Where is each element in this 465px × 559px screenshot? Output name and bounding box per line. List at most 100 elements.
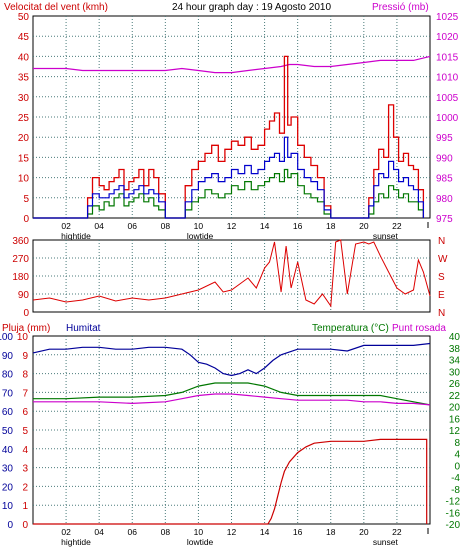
panel3-x-tick-label: 08	[161, 527, 171, 537]
panel1-x-tick-label: 16	[293, 221, 303, 231]
pressure-series	[33, 55, 431, 74]
panel2-y-tick-label: 90	[18, 290, 30, 301]
panel1-y-tick-label: 5	[23, 194, 29, 205]
panel3-humidity-tick-label: 100	[0, 332, 13, 343]
panel1-y-tick-label: 40	[18, 52, 30, 63]
panel1-y2-tick-label: 990	[436, 153, 453, 164]
panel1-y2-tick-label: 980	[436, 194, 453, 205]
panel3-rain-tick-labels: 0 1 2 3 4 5 6 7 8 9 10	[17, 332, 29, 531]
panel1-y-tick-label: 35	[18, 73, 30, 84]
wind-avg-series	[33, 136, 424, 219]
direction-series	[32, 239, 431, 308]
panel2-compass-label: W	[438, 254, 448, 265]
panel3-humidity-tick-label: 20	[2, 482, 14, 493]
panel3-humidity-tick-label: 10	[2, 501, 14, 512]
panel3-rain-tick-label: 8	[22, 370, 28, 381]
panel1-x-tick-label: 20	[359, 221, 369, 231]
panel3-temperature-tick-label: 38	[449, 344, 461, 355]
panel2-y-tick-label: 270	[12, 254, 29, 265]
panel3-temperature-tick-label: 12	[449, 426, 461, 437]
panel1-y-tick-label: 10	[18, 174, 30, 185]
panel1-y2-tick-label: 1005	[436, 93, 459, 104]
panel1-y2-tick-label: 1000	[436, 113, 459, 124]
panel1-y-tick-label: 25	[18, 113, 30, 124]
panel3-marker-lowtide: lowtide	[187, 537, 214, 547]
panel3-temperature-tick-label: -20	[446, 520, 461, 531]
panel1-x-tick-label: 02	[61, 221, 71, 231]
panel1-marker-hightide: hightide	[61, 231, 91, 241]
panel3-humidity-tick-label: 40	[2, 445, 14, 456]
panel3-humidity-tick-label: 70	[2, 388, 14, 399]
panel1-x-tick-label: 10	[194, 221, 204, 231]
panel3-rain-tick-label: 7	[22, 388, 28, 399]
panel1-y2-tick-label: 995	[436, 133, 453, 144]
panel3-humidity-tick-label: 50	[2, 426, 14, 437]
panel3-temperature-tick-label: -16	[446, 508, 461, 519]
panel3-humidity-axis-title: Humitat	[66, 323, 101, 334]
panel3-dewpoint-axis-title: Punt rosada	[392, 323, 446, 334]
panel3-x-tick-label: 02	[61, 527, 71, 537]
humidity-series	[32, 342, 431, 377]
panel3-marker-hightide: hightide	[61, 537, 91, 547]
panel1-y2-tick-label: 1025	[436, 12, 459, 23]
panel3-x-tick-label: 14	[260, 527, 270, 537]
panel3-rain-tick-label: 10	[17, 332, 29, 343]
panel3-temperature-tick-label: 8	[454, 438, 460, 449]
panel3-x-tick-label: 18	[326, 527, 336, 537]
panel3-temperature-tick-label: 0	[454, 461, 460, 472]
panel1-y2-tick-label: 1010	[436, 73, 459, 84]
panel1-y-tick-label: 45	[18, 32, 30, 43]
panel2-compass-label: N	[438, 236, 445, 247]
panel3-temperature-tick-label: -4	[451, 473, 460, 484]
panel3-humidity-tick-label: 90	[2, 351, 14, 362]
panel1-y2-tick-label: 1015	[436, 52, 459, 63]
panel2-y-tick-label: 360	[12, 236, 29, 247]
panel3-rain-tick-label: 2	[22, 482, 28, 493]
panel2-horizontal-grid	[33, 257, 430, 295]
panel3-rain-tick-label: 1	[22, 501, 28, 512]
panel3-humidity-tick-label: 30	[2, 464, 14, 475]
panel1-y2-tick-labels: 975 980 985 990 995 1000 1005 1010 1015 1020 1025	[436, 12, 459, 225]
panel3-rain-tick-label: 9	[22, 351, 28, 362]
panel2-y-tick-label: 180	[12, 272, 29, 283]
panel1-markers: hightide lowtide sunset	[61, 222, 429, 241]
panel3-humidity-tick-label: 80	[2, 370, 14, 381]
panel3-temperature-tick-label: -8	[451, 485, 460, 496]
panel3-x-tick-label: 06	[128, 527, 138, 537]
panel3-rain-axis-title: Pluja (mm)	[2, 323, 50, 334]
gust-series	[33, 55, 425, 219]
panel3-horizontal-grid	[33, 354, 430, 506]
panel3-rain-tick-label: 6	[22, 407, 28, 418]
panel3-temperature-axis-title: Temperatura (°C)	[312, 323, 389, 334]
panel2-compass-label: E	[438, 290, 445, 301]
panel3-temperature-tick-label: 30	[449, 367, 461, 378]
panel3-temperature-tick-label: 20	[449, 403, 461, 414]
temperature-series	[33, 382, 431, 406]
panel3-temperature-tick-label: 40	[449, 332, 461, 343]
panel3-x-tick-label: 20	[359, 527, 369, 537]
panel3-x-tick-label: 12	[227, 527, 237, 537]
panel1-x-tick-label: 12	[227, 221, 237, 231]
panel3-marker-sunset: sunset	[373, 537, 399, 547]
panel1-x-tick-label: 18	[326, 221, 336, 231]
panel3-humidity-tick-label: 60	[2, 407, 14, 418]
panel1-right-axis-title: Pressió (mb)	[372, 2, 429, 13]
panel1-y2-tick-label: 975	[436, 214, 453, 225]
panel3-x-tick-label: 16	[293, 527, 303, 537]
panel2-y-tick-label: 0	[23, 308, 29, 319]
panel3-markers: hightide lowtide sunset	[61, 528, 429, 547]
panel3-rain-tick-label: 4	[22, 445, 28, 456]
panel3-temperature-tick-label: -12	[446, 497, 461, 508]
panel1-y-tick-label: 0	[23, 214, 29, 225]
panel1-y-tick-label: 15	[18, 153, 30, 164]
panel3-x-tick-label: 10	[194, 527, 204, 537]
panel1-x-tick-label: 06	[128, 221, 138, 231]
panel1-x-tick-labels: 02 04 06 08 10 12 14 16 18 20 22	[61, 221, 402, 231]
panel3-temperature-tick-label: 34	[449, 356, 461, 367]
rain-series	[33, 438, 428, 525]
panel3-x-tick-labels: 02 04 06 08 10 12 14 16 18 20 22	[61, 527, 402, 537]
panel1-left-axis-title: Velocitat del vent (kmh)	[4, 2, 108, 13]
panel2-y-tick-labels: 0 90 180 270 360	[12, 236, 29, 319]
